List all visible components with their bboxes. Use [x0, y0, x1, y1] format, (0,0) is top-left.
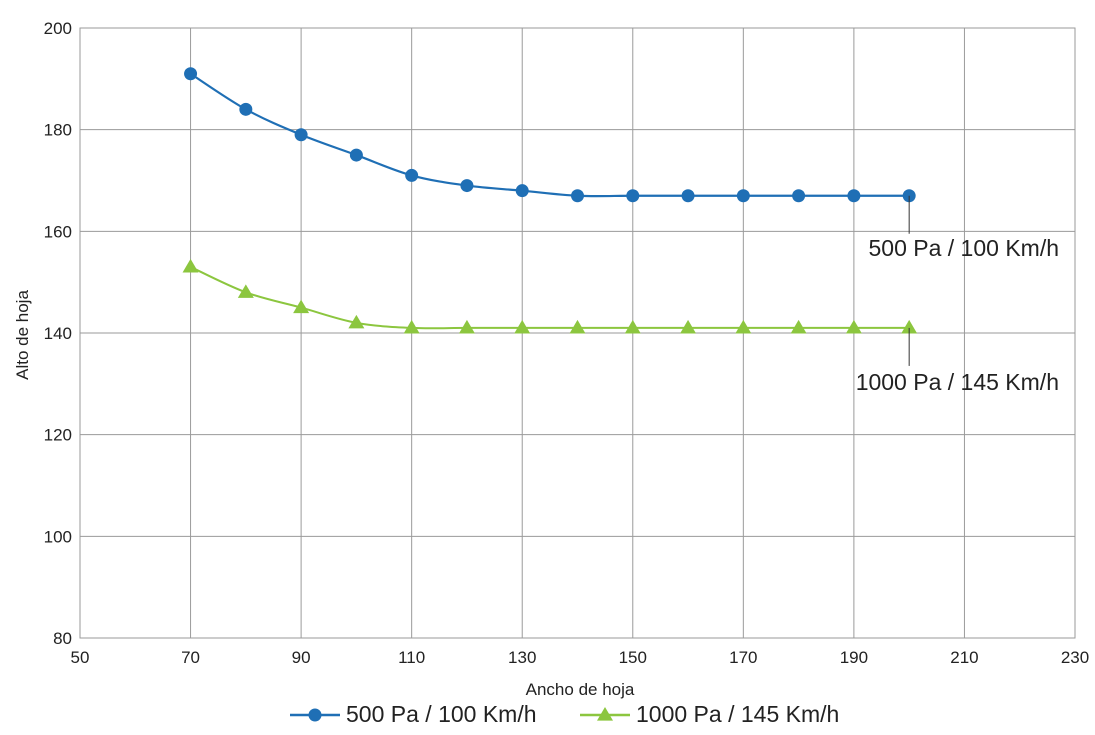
series-1 [184, 67, 916, 203]
x-tick-label: 110 [398, 648, 425, 667]
data-point [735, 319, 752, 334]
annotation-label: 500 Pa / 100 Km/h [868, 235, 1059, 261]
series-layer [182, 67, 918, 334]
x-tick-label: 130 [508, 648, 536, 667]
legend-marker [597, 707, 613, 721]
data-point [458, 319, 475, 334]
x-tick-label: 190 [840, 648, 868, 667]
legend-label: 500 Pa / 100 Km/h [346, 701, 537, 727]
data-point [184, 67, 198, 81]
y-axis-ticks: 80 100 120 140 160 180 200 [44, 19, 72, 648]
legend-marker [308, 708, 322, 722]
y-tick-label: 140 [44, 324, 72, 343]
annotation-label: 1000 Pa / 145 Km/h [856, 369, 1059, 395]
data-point [239, 102, 253, 116]
data-point [405, 168, 419, 182]
y-axis-title: Alto de hoja [13, 290, 32, 380]
data-point [348, 314, 365, 329]
series-line [190, 266, 910, 330]
x-tick-label: 70 [181, 648, 200, 667]
x-tick-label: 150 [619, 648, 647, 667]
annotations: 500 Pa / 100 Km/h 1000 Pa / 145 Km/h [856, 195, 1059, 395]
data-point [182, 258, 199, 273]
x-tick-label: 90 [292, 648, 311, 667]
data-point [460, 179, 474, 193]
y-tick-label: 200 [44, 19, 72, 38]
legend: 500 Pa / 100 Km/h 1000 Pa / 145 Km/h [290, 701, 839, 727]
data-point [790, 319, 807, 334]
y-tick-label: 100 [44, 527, 72, 546]
x-axis-ticks: 50 70 90 110 130 150 170 190 210 230 [71, 648, 1090, 667]
data-point [736, 189, 750, 203]
x-tick-label: 170 [729, 648, 757, 667]
x-tick-label: 210 [950, 648, 978, 667]
data-point [626, 189, 640, 203]
data-point [845, 319, 862, 334]
y-tick-label: 160 [44, 222, 72, 241]
legend-item: 1000 Pa / 145 Km/h [580, 701, 839, 727]
y-tick-label: 120 [44, 426, 72, 445]
data-point [237, 284, 254, 298]
data-point [293, 299, 310, 314]
y-tick-label: 180 [44, 121, 72, 140]
x-axis-title: Ancho de hoja [526, 680, 635, 699]
x-tick-label: 50 [71, 648, 90, 667]
data-point [792, 189, 806, 203]
data-point [681, 189, 695, 203]
series-2 [182, 258, 918, 334]
data-point [349, 148, 363, 162]
data-point [514, 319, 531, 334]
y-tick-label: 80 [53, 629, 72, 648]
data-point [294, 128, 308, 142]
legend-label: 1000 Pa / 145 Km/h [636, 701, 839, 727]
data-point [515, 184, 529, 198]
data-point [847, 189, 861, 203]
legend-item: 500 Pa / 100 Km/h [290, 701, 537, 727]
grid [79, 27, 1076, 639]
data-point [569, 319, 586, 334]
data-point [571, 189, 584, 203]
x-tick-label: 230 [1061, 648, 1089, 667]
data-point [901, 319, 918, 334]
data-point [403, 319, 420, 334]
data-point [624, 319, 641, 334]
data-point [680, 319, 697, 334]
